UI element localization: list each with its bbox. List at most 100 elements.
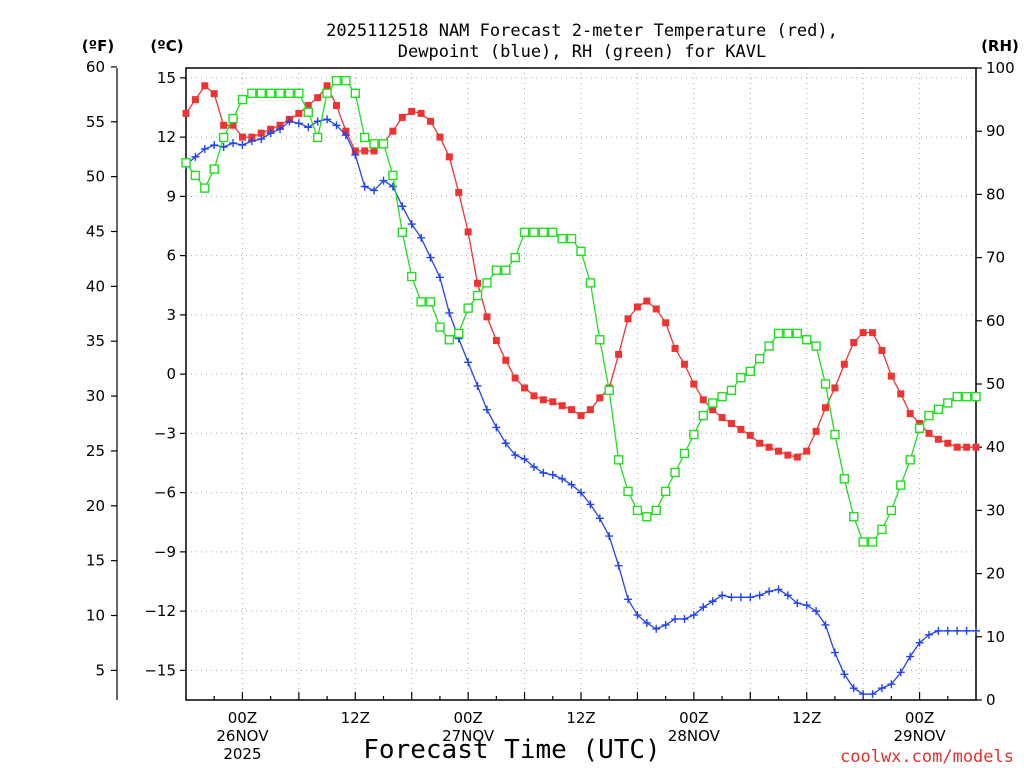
rh-point (604, 385, 614, 396)
temperature-point (633, 303, 641, 311)
credit-label: coolwx.com/models (840, 747, 1014, 767)
dewpoint-point (727, 593, 736, 602)
temperature-point (727, 420, 735, 427)
temperature-point (972, 443, 980, 451)
rh-point (877, 524, 887, 535)
temperature-point (323, 82, 331, 90)
dewpoint-point (435, 273, 444, 282)
dewpoint-point (624, 595, 633, 604)
rh-point (275, 88, 285, 98)
rh-point (830, 429, 840, 440)
dewpoint-point (887, 680, 896, 689)
rh-tick-label: 30 (986, 501, 1005, 519)
fahrenheit-unit-label: (ºF) (82, 37, 114, 55)
rh-point (350, 88, 360, 98)
dewpoint-point (868, 690, 877, 699)
dewpoint-point (548, 470, 557, 479)
temperature-point (822, 404, 830, 412)
celsius-tick-label: 15 (157, 69, 176, 87)
rh-point (501, 265, 511, 275)
dewpoint-point (210, 141, 219, 150)
fahrenheit-tick-label: 40 (86, 277, 105, 295)
dewpoint-point (294, 119, 303, 128)
rh-point (670, 467, 680, 478)
fahrenheit-tick-label: 35 (86, 332, 105, 350)
rh-tick-label: 20 (986, 565, 1005, 583)
temperature-point (332, 102, 340, 110)
temperature-point (398, 113, 406, 121)
rh-point (595, 335, 605, 345)
temperature-point (699, 396, 707, 404)
dewpoint-point (266, 129, 275, 138)
rh-point (698, 410, 708, 421)
rh-point (802, 335, 812, 345)
dewpoint-point (577, 488, 585, 497)
dewpoint-point (398, 202, 407, 211)
temperature-point (549, 398, 557, 406)
rh-point (689, 429, 699, 440)
dewpoint-point (332, 121, 341, 130)
temperature-point (201, 82, 209, 90)
rh-tick-label: 70 (986, 249, 1005, 267)
x-tick-label: 2025 (223, 745, 261, 763)
dewpoint-point (953, 626, 962, 635)
rh-point (407, 271, 417, 282)
dewpoint-point (972, 626, 980, 635)
rh-point (331, 75, 342, 86)
x-tick-label: 00Z (679, 709, 708, 727)
dewpoint-point (746, 593, 755, 602)
dewpoint-point (812, 607, 821, 616)
rh-point (961, 391, 972, 402)
rh-point (284, 88, 295, 98)
temperature-point (615, 350, 623, 358)
rh-point (886, 505, 897, 516)
temperature-point (652, 305, 660, 313)
x-tick-label: 29NOV (894, 727, 947, 745)
chart-title-line-2: Dewpoint (blue), RH (green) for KAVL (398, 42, 766, 62)
dewpoint-point (802, 601, 811, 610)
rh-point (341, 75, 351, 86)
temperature-point (944, 439, 952, 447)
temperature-point (558, 402, 566, 410)
rh-point (914, 423, 925, 433)
temperature-point (709, 406, 717, 414)
rh-point (764, 341, 774, 351)
rh-tick-label: 0 (986, 691, 996, 709)
temperature-point (850, 339, 858, 347)
chart-title-line-1: 2025112518 NAM Forecast 2-meter Temperat… (326, 21, 838, 41)
series-layer (181, 75, 981, 699)
dewpoint-point (558, 474, 567, 483)
rh-point (312, 132, 323, 143)
rh-series (181, 75, 981, 547)
grid (186, 68, 976, 700)
rh-point (529, 227, 539, 238)
temperature-point (577, 412, 585, 420)
dewpoint-point (680, 615, 689, 624)
rh-point (839, 474, 850, 484)
dewpoint-point (783, 591, 792, 600)
dewpoint-point (379, 176, 388, 185)
temperature-point (502, 356, 510, 364)
dewpoint-point (859, 690, 868, 699)
temperature-point (427, 117, 435, 125)
dewpoint-point (736, 593, 745, 602)
dewpoint-point (915, 638, 924, 647)
dewpoint-point (482, 405, 491, 414)
dewpoint-point (924, 630, 933, 639)
x-tick-label: 28NOV (668, 727, 721, 745)
dewpoint-point (661, 620, 670, 629)
axes: 5101520253035404550556015129630−3−6−9−12… (86, 58, 1015, 763)
temperature-point (521, 384, 529, 392)
dewpoint-point (840, 670, 849, 679)
rh-point (576, 246, 586, 256)
temperature-point (596, 394, 604, 402)
dewpoint-series (182, 115, 980, 699)
temperature-point (474, 279, 482, 287)
dewpoint-point (906, 652, 915, 661)
temperature-point (389, 127, 397, 135)
x-tick-label: 00Z (453, 709, 482, 727)
rh-point (858, 537, 868, 547)
rh-point (388, 170, 398, 181)
temperature-point (539, 396, 547, 404)
rh-point (651, 505, 661, 516)
